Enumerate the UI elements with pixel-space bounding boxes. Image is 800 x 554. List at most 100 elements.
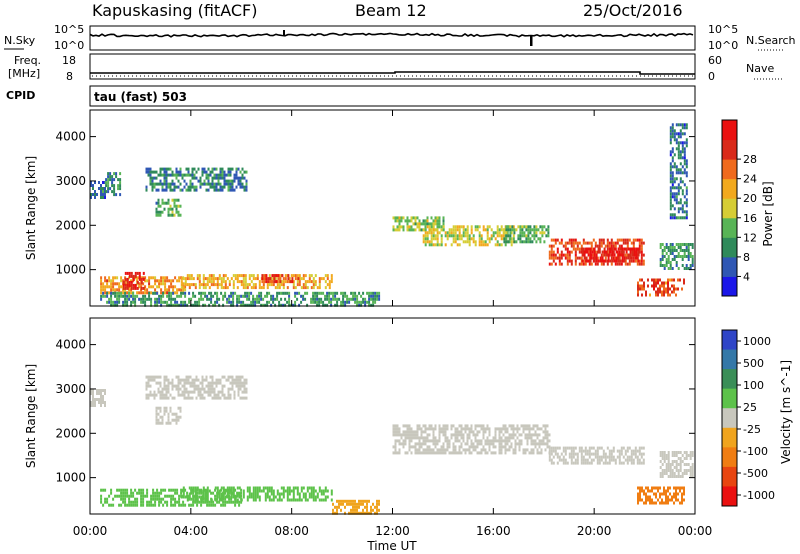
data-cell xyxy=(470,430,473,434)
data-cell xyxy=(618,262,621,266)
data-cell xyxy=(362,499,364,503)
data-cell xyxy=(529,231,532,235)
data-cell xyxy=(110,303,113,307)
data-cell xyxy=(639,489,641,493)
data-cell xyxy=(111,178,114,182)
data-cell xyxy=(243,170,246,174)
data-cell xyxy=(258,486,261,490)
data-cell xyxy=(623,259,626,263)
data-cell xyxy=(556,461,559,465)
data-cell xyxy=(396,219,399,223)
data-cell xyxy=(597,247,600,251)
data-cell xyxy=(200,294,203,298)
data-cell xyxy=(243,384,246,388)
data-cell xyxy=(366,502,368,506)
data-cell xyxy=(426,222,429,226)
data-cell xyxy=(213,185,216,189)
data-cell xyxy=(570,455,573,459)
data-cell xyxy=(203,396,206,400)
data-cell xyxy=(665,469,668,472)
data-cell xyxy=(472,442,475,446)
data-cell xyxy=(150,503,153,507)
data-cell xyxy=(250,280,253,284)
data-cell xyxy=(535,234,538,238)
data-cell xyxy=(673,129,676,133)
data-cell xyxy=(356,294,359,298)
data-cell xyxy=(671,171,674,175)
data-cell xyxy=(482,228,485,232)
data-cell xyxy=(195,185,198,189)
data-cell xyxy=(681,475,684,478)
data-cell xyxy=(681,486,683,490)
data-cell xyxy=(356,300,359,304)
data-cell xyxy=(275,280,278,284)
data-cell xyxy=(248,492,251,496)
data-cell xyxy=(172,497,175,501)
data-cell xyxy=(198,291,201,295)
data-cell xyxy=(685,264,688,267)
data-cell xyxy=(312,300,315,304)
data-cell xyxy=(304,291,307,295)
data-cell xyxy=(180,291,183,295)
data-cell xyxy=(130,271,133,275)
data-cell xyxy=(630,458,633,462)
data-cell xyxy=(589,253,592,257)
data-cell xyxy=(234,495,237,499)
data-cell xyxy=(562,244,565,248)
data-cell xyxy=(624,253,627,257)
data-cell xyxy=(673,475,676,478)
data-cell xyxy=(638,449,641,453)
data-cell xyxy=(308,495,311,499)
data-cell xyxy=(316,286,319,290)
data-cell xyxy=(324,495,327,499)
data-cell xyxy=(198,280,201,284)
data-cell xyxy=(196,491,199,495)
data-cell xyxy=(590,244,593,248)
data-cell xyxy=(158,294,161,298)
data-cell xyxy=(235,173,238,177)
data-cell xyxy=(630,256,633,260)
data-cell xyxy=(304,286,307,290)
data-cell xyxy=(578,262,581,266)
data-cell xyxy=(276,283,279,287)
data-cell xyxy=(372,291,375,295)
data-cell xyxy=(574,247,577,251)
data-cell xyxy=(450,234,453,238)
data-cell xyxy=(184,488,187,492)
data-cell xyxy=(117,187,120,191)
data-cell xyxy=(115,193,118,197)
data-cell xyxy=(230,492,233,496)
data-cell xyxy=(570,244,573,248)
data-cell xyxy=(630,452,633,456)
data-cell xyxy=(683,159,686,163)
data-cell xyxy=(228,280,231,284)
data-cell xyxy=(243,176,246,180)
data-cell xyxy=(599,256,602,260)
data-cell xyxy=(446,234,449,238)
data-cell xyxy=(526,433,529,437)
data-cell xyxy=(432,448,435,452)
data-cell xyxy=(546,430,549,434)
data-cell xyxy=(522,430,525,434)
data-cell xyxy=(681,243,684,246)
data-cell xyxy=(534,424,537,428)
data-cell xyxy=(552,238,555,242)
data-cell xyxy=(596,455,599,459)
data-cell xyxy=(180,495,183,499)
data-cell xyxy=(587,259,590,263)
data-cell xyxy=(408,439,411,443)
data-cell xyxy=(213,387,216,391)
data-cell xyxy=(241,384,244,388)
data-cell xyxy=(667,261,670,264)
data-cell xyxy=(282,492,285,496)
data-cell xyxy=(330,277,333,281)
data-cell xyxy=(500,237,503,241)
data-cell xyxy=(194,486,197,490)
data-cell xyxy=(651,278,653,282)
data-cell xyxy=(220,503,223,507)
data-cell xyxy=(675,498,677,502)
data-cell xyxy=(486,237,489,241)
data-cell xyxy=(541,228,544,232)
data-cell xyxy=(178,500,181,504)
data-cell xyxy=(510,442,513,446)
